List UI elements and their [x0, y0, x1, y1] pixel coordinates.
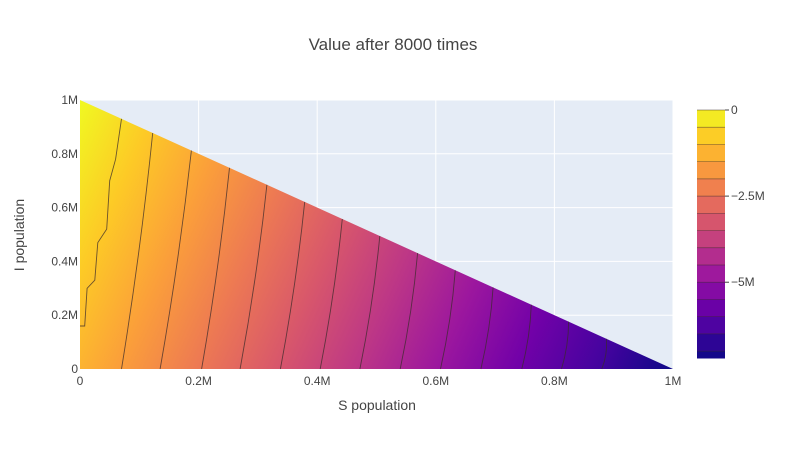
colorbar-band [697, 213, 725, 232]
x-tick-label: 0.2M [185, 374, 212, 388]
contour-line [440, 270, 456, 370]
y-tick-label: 0.4M [51, 254, 78, 268]
x-tick-label: 0 [77, 374, 84, 388]
contour-lines [80, 118, 608, 370]
colorbar-band [697, 230, 725, 249]
y-tick-label: 0.8M [51, 147, 78, 161]
colorbar-band [697, 247, 725, 266]
contour-line [561, 321, 570, 370]
contour-line [521, 304, 532, 370]
x-tick-label: 0.6M [422, 374, 449, 388]
x-tick-label: 1M [665, 374, 682, 388]
y-tick-label: 0.6M [51, 201, 78, 215]
colorbar-band [697, 161, 725, 180]
x-axis-title: S population [338, 397, 416, 413]
colorbar: 0 −2.5M −5M [697, 103, 765, 359]
contour-line [80, 118, 122, 327]
colorbar-band [697, 265, 725, 283]
x-tick-label: 0.8M [541, 374, 568, 388]
contour-region [80, 100, 673, 369]
colorbar-band [697, 316, 725, 335]
contour-line [319, 218, 343, 370]
y-tick-label: 0.2M [51, 308, 78, 322]
contour-line [399, 253, 419, 370]
y-axis-title: I population [11, 199, 27, 271]
contour-line [601, 338, 608, 370]
x-tick-label: 0.4M [304, 374, 331, 388]
contour-fill [80, 100, 673, 369]
colorbar-band [697, 282, 725, 300]
colorbar-band [697, 110, 725, 128]
contour-line [279, 201, 306, 370]
colorbar-band [697, 196, 725, 214]
colorbar-tick-label: −2.5M [731, 189, 765, 203]
x-axis-ticks: 0 0.2M 0.4M 0.6M 0.8M 1M [77, 374, 682, 388]
colorbar-band [697, 127, 725, 145]
y-tick-label: 1M [61, 93, 78, 107]
y-tick-label: 0 [71, 362, 78, 376]
colorbar-band [697, 144, 725, 163]
colorbar-band [697, 299, 725, 318]
colorbar-tick-label: −5M [731, 275, 755, 289]
contour-line [239, 184, 268, 370]
contour-line [121, 132, 154, 370]
colorbar-band [697, 333, 725, 352]
contour-line [359, 235, 381, 370]
contour-line [480, 287, 494, 370]
chart-title: Value after 8000 times [309, 35, 478, 54]
colorbar-band [697, 351, 725, 359]
contour-line [159, 150, 192, 370]
contour-line [201, 167, 230, 370]
colorbar-band [697, 178, 725, 197]
colorbar-tick-label: 0 [731, 103, 738, 117]
y-axis-ticks: 0 0.2M 0.4M 0.6M 0.8M 1M [51, 93, 78, 376]
